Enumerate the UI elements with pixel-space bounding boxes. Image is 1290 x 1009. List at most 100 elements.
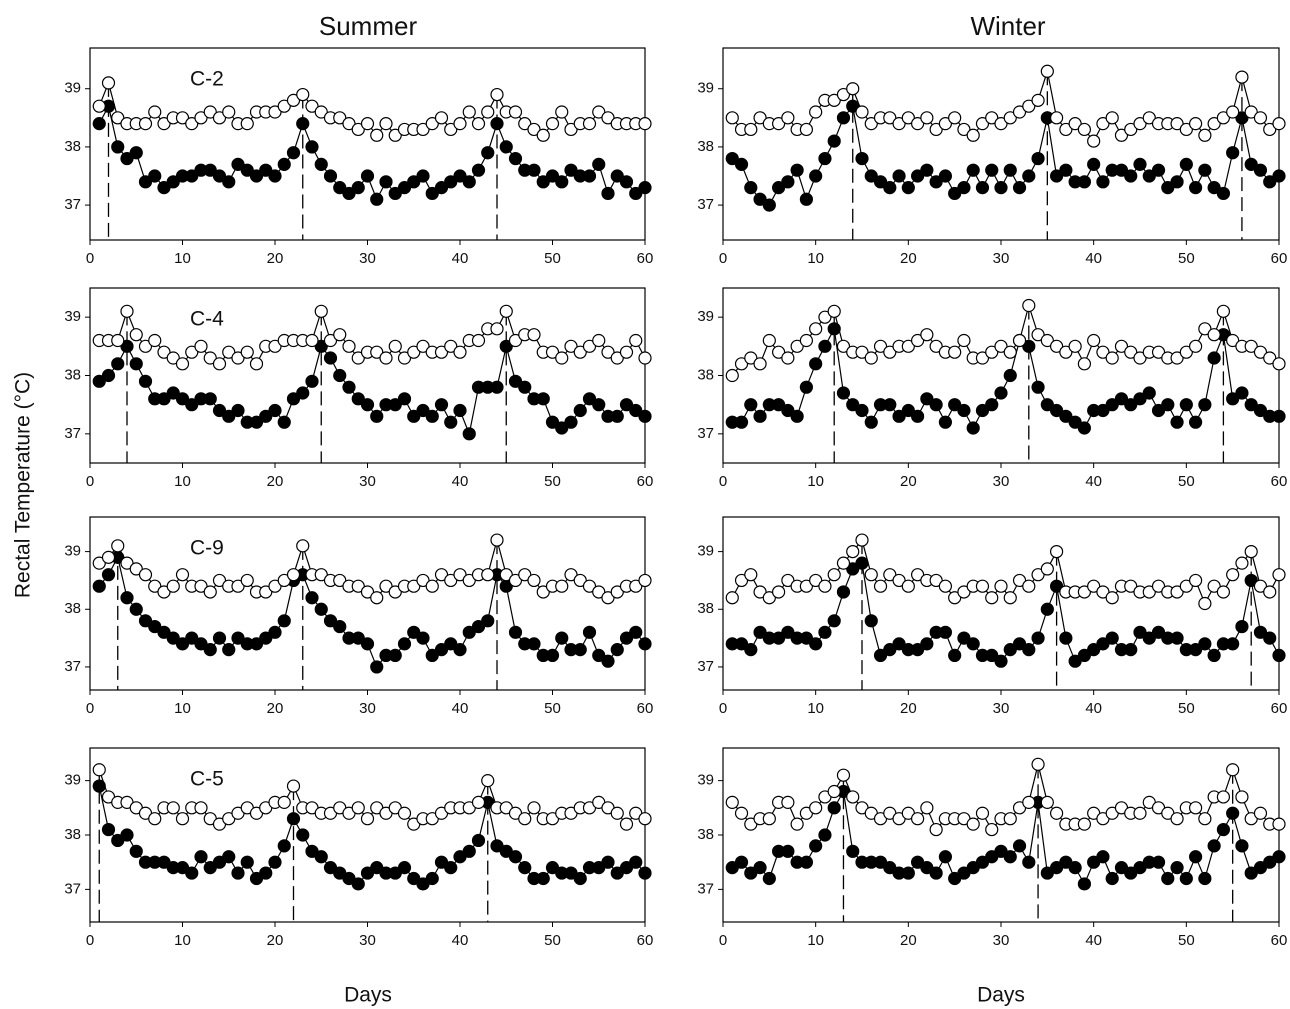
data-point [351, 801, 365, 815]
data-point [471, 833, 486, 848]
data-point [790, 817, 804, 831]
data-point [638, 351, 652, 365]
x-tick-label: 60 [1271, 473, 1288, 490]
data-point [601, 591, 615, 605]
data-point [1244, 544, 1258, 559]
data-point [1170, 631, 1184, 645]
data-point [938, 625, 953, 639]
data-point [1022, 643, 1036, 657]
data-point [1151, 855, 1166, 869]
x-tick-label: 20 [900, 250, 917, 267]
data-point [1198, 398, 1212, 412]
data-point [920, 328, 934, 342]
data-point [453, 568, 467, 582]
x-tick-label: 40 [1085, 250, 1102, 267]
data-point [827, 801, 841, 815]
y-tick-label: 38 [64, 600, 81, 617]
data-point [92, 579, 106, 593]
data-point [966, 163, 980, 177]
data-point [1077, 421, 1092, 435]
x-tick-label: 30 [993, 473, 1010, 490]
data-point [592, 648, 606, 663]
data-point [138, 117, 153, 131]
data-point [734, 157, 749, 171]
data-point [1161, 181, 1175, 195]
data-point [471, 117, 486, 131]
x-tick-label: 0 [86, 250, 94, 267]
data-point [425, 409, 439, 423]
plot-frame [89, 287, 646, 464]
data-point [846, 544, 860, 559]
data-point [1105, 871, 1119, 886]
x-tick-label: 10 [174, 250, 191, 267]
data-point [1003, 111, 1017, 125]
data-point [592, 157, 606, 171]
data-point [101, 550, 116, 564]
data-point [1216, 585, 1231, 599]
data-point [453, 403, 467, 418]
data-point [314, 602, 328, 616]
data-point [286, 392, 301, 406]
data-point [1133, 392, 1147, 406]
data-point [809, 169, 823, 183]
data-point [1179, 157, 1193, 171]
data-point [836, 768, 851, 782]
x-tick-label: 20 [900, 700, 917, 717]
data-point [212, 169, 227, 183]
data-point [638, 637, 652, 651]
x-tick-label: 20 [267, 473, 284, 490]
data-point [948, 648, 962, 663]
data-point [734, 573, 749, 588]
x-tick-label: 60 [1271, 700, 1288, 717]
data-point [416, 403, 430, 418]
data-point [1077, 122, 1092, 137]
data-point [781, 795, 795, 809]
data-point [1170, 351, 1184, 365]
data-point [638, 409, 652, 423]
y-axis-label: Rectal Temperature (°C) [12, 372, 35, 598]
data-point [753, 625, 767, 639]
data-point [1179, 579, 1193, 593]
data-point [846, 562, 860, 576]
data-point [481, 568, 495, 582]
data-point [1188, 117, 1203, 131]
data-point [342, 380, 356, 394]
data-point [268, 579, 282, 593]
data-point [92, 556, 106, 570]
data-point [499, 568, 513, 582]
data-point [619, 345, 634, 359]
data-point [1253, 806, 1268, 820]
data-point [444, 415, 458, 429]
data-point [753, 192, 767, 206]
data-point [490, 533, 504, 547]
data-point [1105, 111, 1119, 125]
data-point [582, 579, 597, 593]
data-point [1031, 93, 1045, 107]
data-point [1031, 380, 1045, 394]
data-point [1226, 146, 1240, 160]
data-point [1124, 398, 1138, 412]
data-point [734, 806, 749, 820]
data-point [818, 579, 832, 593]
data-point [725, 111, 739, 125]
data-point [1133, 806, 1147, 820]
data-point [994, 579, 1008, 593]
plot-frame [89, 516, 646, 691]
data-point [1077, 877, 1092, 891]
data-point [212, 573, 227, 588]
data-point [827, 568, 841, 582]
data-point [277, 795, 291, 809]
data-point [1096, 850, 1110, 864]
data-point [883, 398, 897, 412]
data-point [268, 339, 282, 353]
data-point [883, 111, 897, 125]
data-point [1012, 573, 1027, 588]
data-point [203, 392, 217, 406]
data-point [129, 844, 143, 858]
data-point [564, 415, 578, 429]
data-point [1226, 333, 1240, 348]
data-point [827, 784, 841, 799]
data-point [444, 637, 458, 651]
data-point [379, 579, 393, 593]
data-point [1142, 169, 1156, 183]
